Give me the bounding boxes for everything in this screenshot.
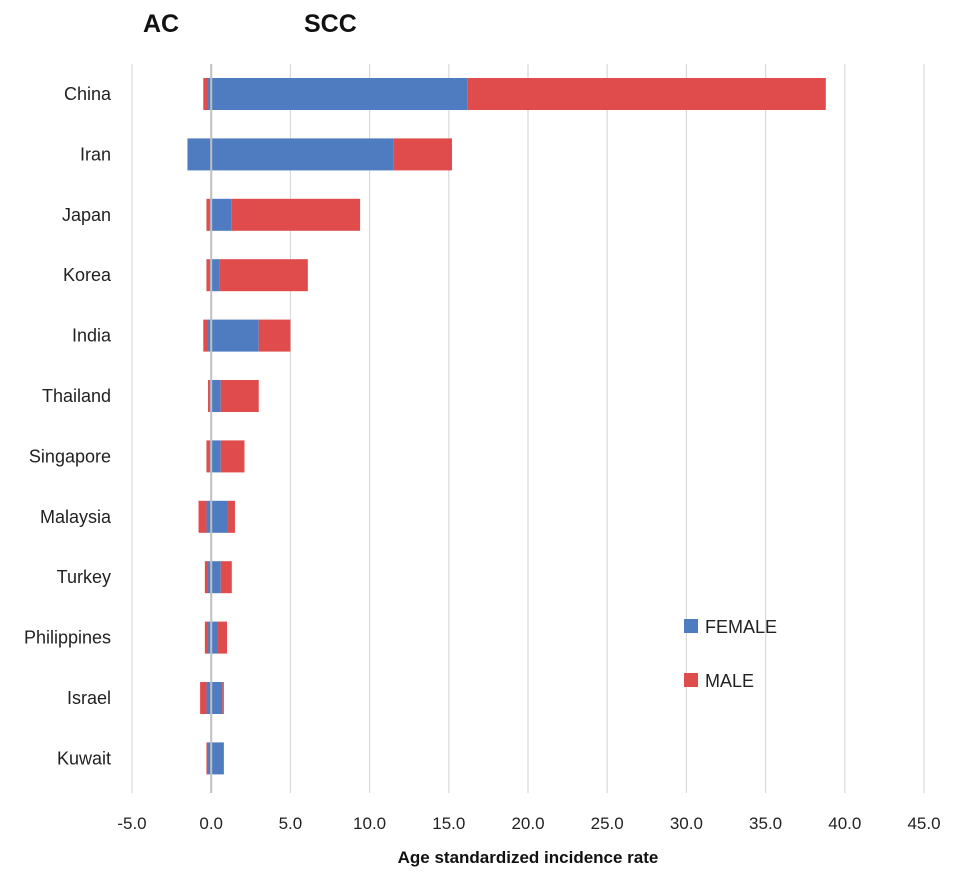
category-label: Turkey [57, 567, 111, 587]
bar-female-scc [211, 259, 220, 292]
bar-male-scc [227, 500, 235, 533]
x-tick-label: 45.0 [907, 814, 940, 833]
bar-male-scc [467, 78, 826, 110]
legend-label: MALE [705, 671, 754, 691]
bar-female-scc [211, 78, 468, 110]
x-tick-label: 15.0 [432, 814, 465, 833]
bar-female-ac [206, 500, 212, 533]
bar-female-scc [211, 500, 228, 533]
ac-label: AC [143, 10, 179, 38]
category-label: Iran [80, 144, 111, 164]
bar-female-scc [211, 380, 221, 412]
bar-male-ac [206, 259, 210, 292]
bar-female-scc [211, 621, 218, 654]
category-label: India [72, 326, 112, 346]
bar-male-ac [206, 742, 209, 775]
bar-female-scc [211, 440, 221, 473]
bar-male-ac [206, 440, 210, 473]
bar-male-scc [220, 380, 259, 412]
bar-female-ac [187, 138, 212, 171]
bar-female-scc [211, 138, 394, 171]
bars [187, 78, 826, 775]
category-label: Philippines [24, 628, 111, 648]
legend-label: FEMALE [705, 617, 777, 637]
scc-label: SCC [304, 10, 357, 38]
bar-male-ac [200, 682, 207, 714]
bar-male-scc [258, 319, 291, 352]
bar-male-ac [208, 380, 210, 412]
bar-male-scc [220, 561, 232, 594]
bar-male-scc [220, 440, 245, 473]
bar-female-ac [208, 742, 212, 775]
category-label: Malaysia [40, 507, 112, 527]
bar-male-scc [222, 682, 224, 714]
x-tick-label: -5.0 [117, 814, 146, 833]
category-label: Korea [63, 265, 112, 285]
x-tick-label: 25.0 [591, 814, 624, 833]
bar-male-ac [198, 500, 207, 533]
x-axis-title: Age standardized incidence rate [398, 848, 659, 867]
bar-male-scc [393, 138, 452, 171]
x-tick-labels: -5.0 0.0 5.0 10.0 15.0 20.0 25.0 30.0 35.0 40.0 45… [117, 814, 940, 833]
category-label: China [64, 84, 112, 104]
bar-female-scc [211, 561, 221, 594]
bar-female-ac [208, 561, 212, 594]
category-label: Japan [62, 205, 111, 225]
x-tick-label: 10.0 [353, 814, 386, 833]
bar-female-scc [211, 198, 232, 231]
category-labels: China Iran Japan Korea India Thailand Singapor… [24, 84, 112, 768]
bar-male-scc [217, 621, 228, 654]
bar-female-scc [211, 319, 259, 352]
bar-female-ac [208, 621, 212, 654]
bar-male-ac [204, 621, 209, 654]
bar-male-ac [204, 561, 209, 594]
legend-swatch [684, 673, 698, 687]
x-tick-label: 20.0 [511, 814, 544, 833]
x-tick-label: 35.0 [749, 814, 782, 833]
x-tick-label: 40.0 [828, 814, 861, 833]
bar-male-ac [206, 198, 210, 231]
category-label: Kuwait [57, 748, 111, 768]
bar-female-ac [208, 78, 212, 110]
bar-male-scc [231, 198, 361, 231]
bar-female-ac [208, 319, 212, 352]
x-tick-label: 5.0 [279, 814, 303, 833]
x-tick-label: 0.0 [199, 814, 223, 833]
category-label: Singapore [29, 446, 111, 466]
bar-male-ac [203, 78, 209, 110]
bar-female-scc [211, 742, 224, 775]
bar-female-scc [211, 682, 223, 714]
bar-female-ac [206, 682, 212, 714]
bar-male-scc [219, 259, 308, 292]
legend-swatch [684, 619, 698, 633]
category-label: Israel [67, 688, 111, 708]
x-tick-label: 30.0 [670, 814, 703, 833]
legend: FEMALE MALE [684, 617, 777, 691]
category-label: Thailand [42, 386, 111, 406]
bar-male-ac [203, 319, 209, 352]
